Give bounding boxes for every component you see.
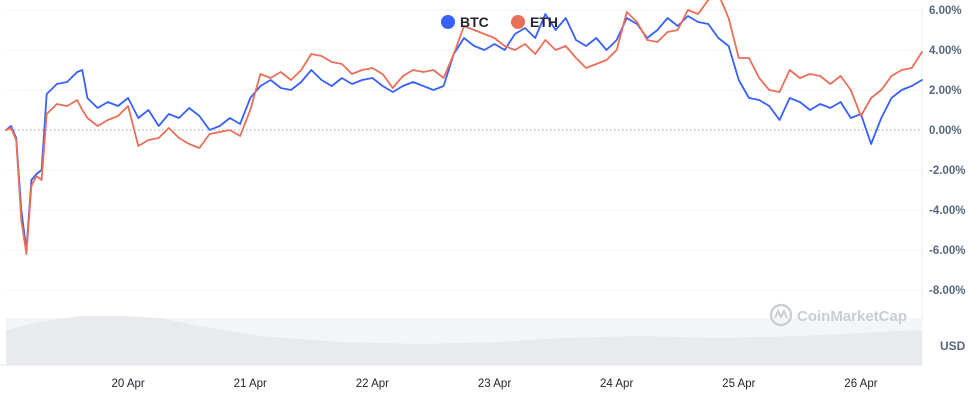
y-tick-label: -8.00% xyxy=(929,285,965,297)
x-tick-label: 22 Apr xyxy=(356,378,389,390)
y-tick-label: -4.00% xyxy=(929,205,965,217)
y-tick-label: 4.00% xyxy=(929,45,962,57)
x-axis: 20 Apr 21 Apr 22 Apr 23 Apr 24 Apr 25 Apr 26 A… xyxy=(112,378,878,390)
legend-swatch-btc[interactable] xyxy=(441,15,455,29)
volume-area xyxy=(6,316,922,365)
y-axis: 6.00% 4.00% 2.00% 0.00% -2.00% -4.00% -6.00% -8… xyxy=(929,5,965,297)
watermark-text: CoinMarketCap xyxy=(797,308,907,325)
y-tick-label: -2.00% xyxy=(929,165,965,177)
series-layer xyxy=(5,0,923,255)
series-line-btc xyxy=(5,13,923,251)
x-tick-label: 26 Apr xyxy=(844,378,877,390)
x-tick-label: 20 Apr xyxy=(112,378,145,390)
y-tick-label: 0.00% xyxy=(929,125,962,137)
volume-layer xyxy=(6,316,922,365)
watermark: CoinMarketCap xyxy=(769,303,907,327)
y-tick-label: -6.00% xyxy=(929,245,965,257)
legend-swatch-eth[interactable] xyxy=(511,15,525,29)
unit-label: USD xyxy=(940,339,966,353)
series-line-eth xyxy=(5,0,923,255)
x-tick-label: 25 Apr xyxy=(722,378,755,390)
legend: BTC ETH xyxy=(441,14,558,30)
y-tick-label: 6.00% xyxy=(929,5,962,17)
x-tick-label: 24 Apr xyxy=(600,378,633,390)
legend-label-btc[interactable]: BTC xyxy=(460,14,489,30)
coinmarketcap-logo-icon xyxy=(769,303,793,327)
x-tick-label: 23 Apr xyxy=(478,378,511,390)
x-tick-label: 21 Apr xyxy=(234,378,267,390)
y-tick-label: 2.00% xyxy=(929,85,962,97)
legend-label-eth[interactable]: ETH xyxy=(530,14,558,30)
